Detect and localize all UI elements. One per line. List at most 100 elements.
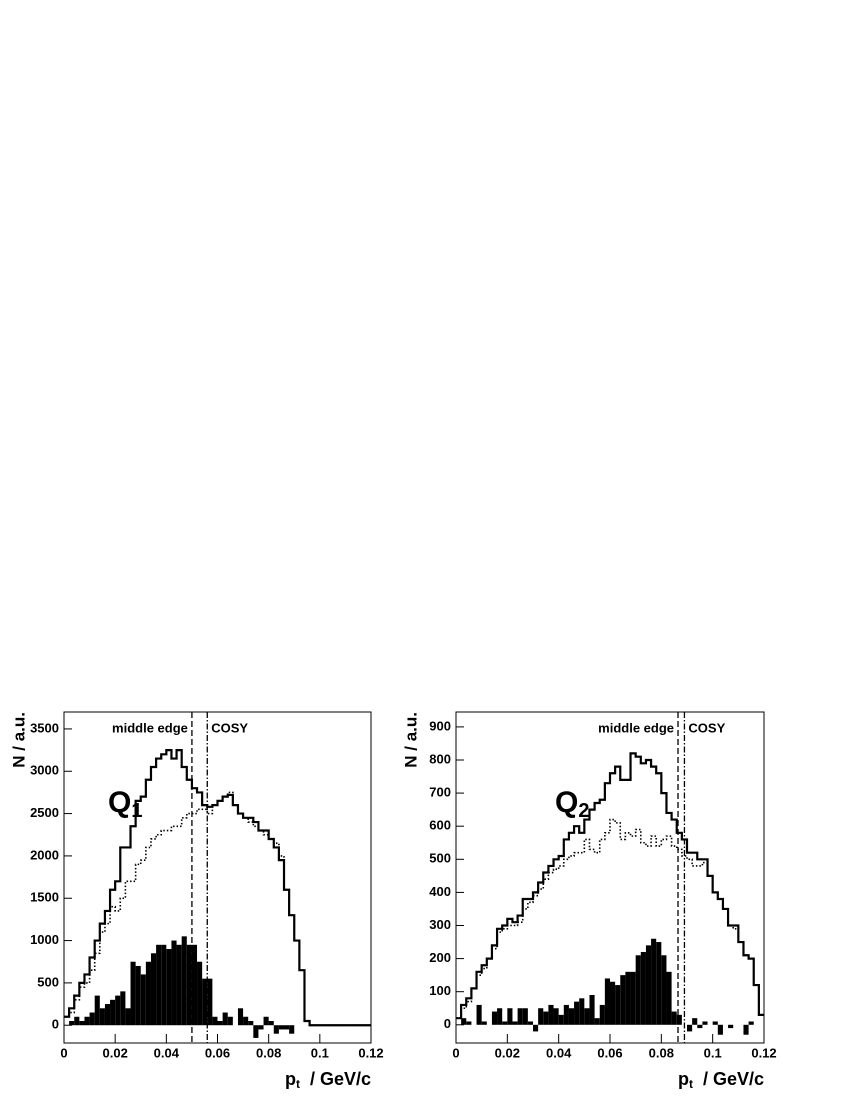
bar	[584, 1008, 590, 1025]
x-tick-label: 0.02	[495, 1045, 520, 1060]
bar	[507, 1008, 513, 1025]
bar	[161, 944, 167, 1026]
y-tick-label: 800	[429, 751, 451, 766]
bar	[594, 1018, 600, 1025]
bar	[140, 974, 146, 1026]
x-axis-label: pt / GeV/c	[285, 1069, 371, 1091]
bar	[702, 1021, 708, 1025]
bar	[563, 1004, 569, 1025]
bar	[692, 1018, 698, 1025]
y-tick-label: 300	[429, 917, 451, 932]
bar	[156, 944, 162, 1026]
bar	[171, 940, 177, 1026]
x-tick-label: 0.1	[311, 1045, 329, 1060]
bar	[712, 1021, 718, 1025]
bar	[512, 1021, 518, 1025]
bar	[620, 975, 626, 1025]
y-tick-label: 2500	[30, 805, 59, 820]
bar	[150, 953, 157, 1026]
bar	[166, 949, 172, 1026]
bar	[635, 955, 641, 1025]
bar	[176, 944, 182, 1026]
bar	[461, 1018, 467, 1025]
bar	[243, 1016, 249, 1026]
bar	[517, 1008, 523, 1025]
x-tick-label: 0.06	[205, 1045, 230, 1060]
bar	[491, 1011, 498, 1025]
bar	[202, 978, 208, 1026]
annotation-sub: 2	[578, 800, 589, 822]
bar	[574, 1001, 580, 1025]
y-tick-label: 3000	[30, 763, 59, 778]
bar	[533, 1024, 539, 1032]
annotation: Q2	[555, 786, 589, 822]
bar	[207, 978, 213, 1026]
bar	[466, 1021, 472, 1025]
y-tick-label: 900	[429, 718, 451, 733]
bar	[671, 1011, 677, 1025]
x-label-sub: t	[689, 1077, 693, 1091]
bar	[697, 1024, 703, 1029]
bar	[268, 1020, 274, 1026]
bar	[89, 1012, 95, 1026]
bar	[222, 1012, 228, 1026]
bar	[186, 944, 192, 1026]
x-label-main: p	[678, 1069, 689, 1089]
bar	[289, 1025, 295, 1034]
bar	[568, 1008, 575, 1025]
bar	[481, 1021, 487, 1025]
bar	[79, 1020, 85, 1026]
bar	[625, 971, 631, 1025]
bar	[284, 1025, 290, 1030]
bar	[125, 1008, 131, 1026]
bar	[74, 1016, 80, 1026]
reference-label: COSY	[211, 720, 248, 735]
bar	[553, 1008, 559, 1025]
y-tick-label: 500	[429, 851, 451, 866]
bar	[743, 1024, 749, 1035]
y-tick-label: 200	[429, 950, 451, 965]
x-tick-label: 0.08	[256, 1045, 281, 1060]
bar	[687, 1024, 693, 1032]
bar	[145, 961, 151, 1026]
bar	[115, 995, 121, 1026]
x-label-unit: / GeV/c	[703, 1069, 764, 1089]
dotted-histogram	[64, 791, 371, 1027]
y-tick-label: 400	[429, 884, 451, 899]
bar	[599, 1004, 605, 1025]
bar	[548, 1004, 554, 1025]
bar	[212, 1016, 218, 1026]
x-label-sub: t	[296, 1077, 300, 1091]
panel: 0 100 200 300 400 500 600 700 800 900 0 0.02 0.04 0.0…	[401, 711, 777, 1091]
bar	[227, 1016, 233, 1026]
y-axis-label: N / a.u.	[401, 712, 420, 768]
x-tick-label: 0.06	[597, 1045, 622, 1060]
x-tick-label: 0.04	[154, 1045, 180, 1060]
bar	[110, 999, 116, 1026]
annotation: Q1	[108, 786, 142, 822]
x-label-unit: / GeV/c	[310, 1069, 371, 1089]
y-tick-label: 600	[429, 818, 451, 833]
bar	[661, 955, 667, 1025]
bar	[610, 981, 616, 1025]
panel: 0 500 1000 1500 2000 2500 3000 3500 0 0.02 0.04 0.0…	[9, 711, 384, 1091]
bar	[476, 1004, 482, 1025]
bar	[94, 995, 100, 1026]
y-tick-label: 1500	[30, 890, 59, 905]
y-tick-label: 1000	[30, 932, 59, 947]
bar	[135, 965, 141, 1026]
bar	[130, 961, 136, 1026]
x-label-main: p	[285, 1069, 296, 1089]
bar	[217, 1020, 223, 1026]
bar	[197, 961, 203, 1026]
x-tick-label: 0.12	[751, 1045, 776, 1060]
bar	[579, 998, 585, 1025]
x-tick-label: 0	[60, 1045, 67, 1060]
reference-label: COSY	[688, 720, 725, 735]
y-tick-label: 500	[37, 974, 59, 989]
x-tick-label: 0	[452, 1045, 459, 1060]
bar	[69, 1020, 75, 1026]
y-tick-label: 100	[429, 983, 451, 998]
